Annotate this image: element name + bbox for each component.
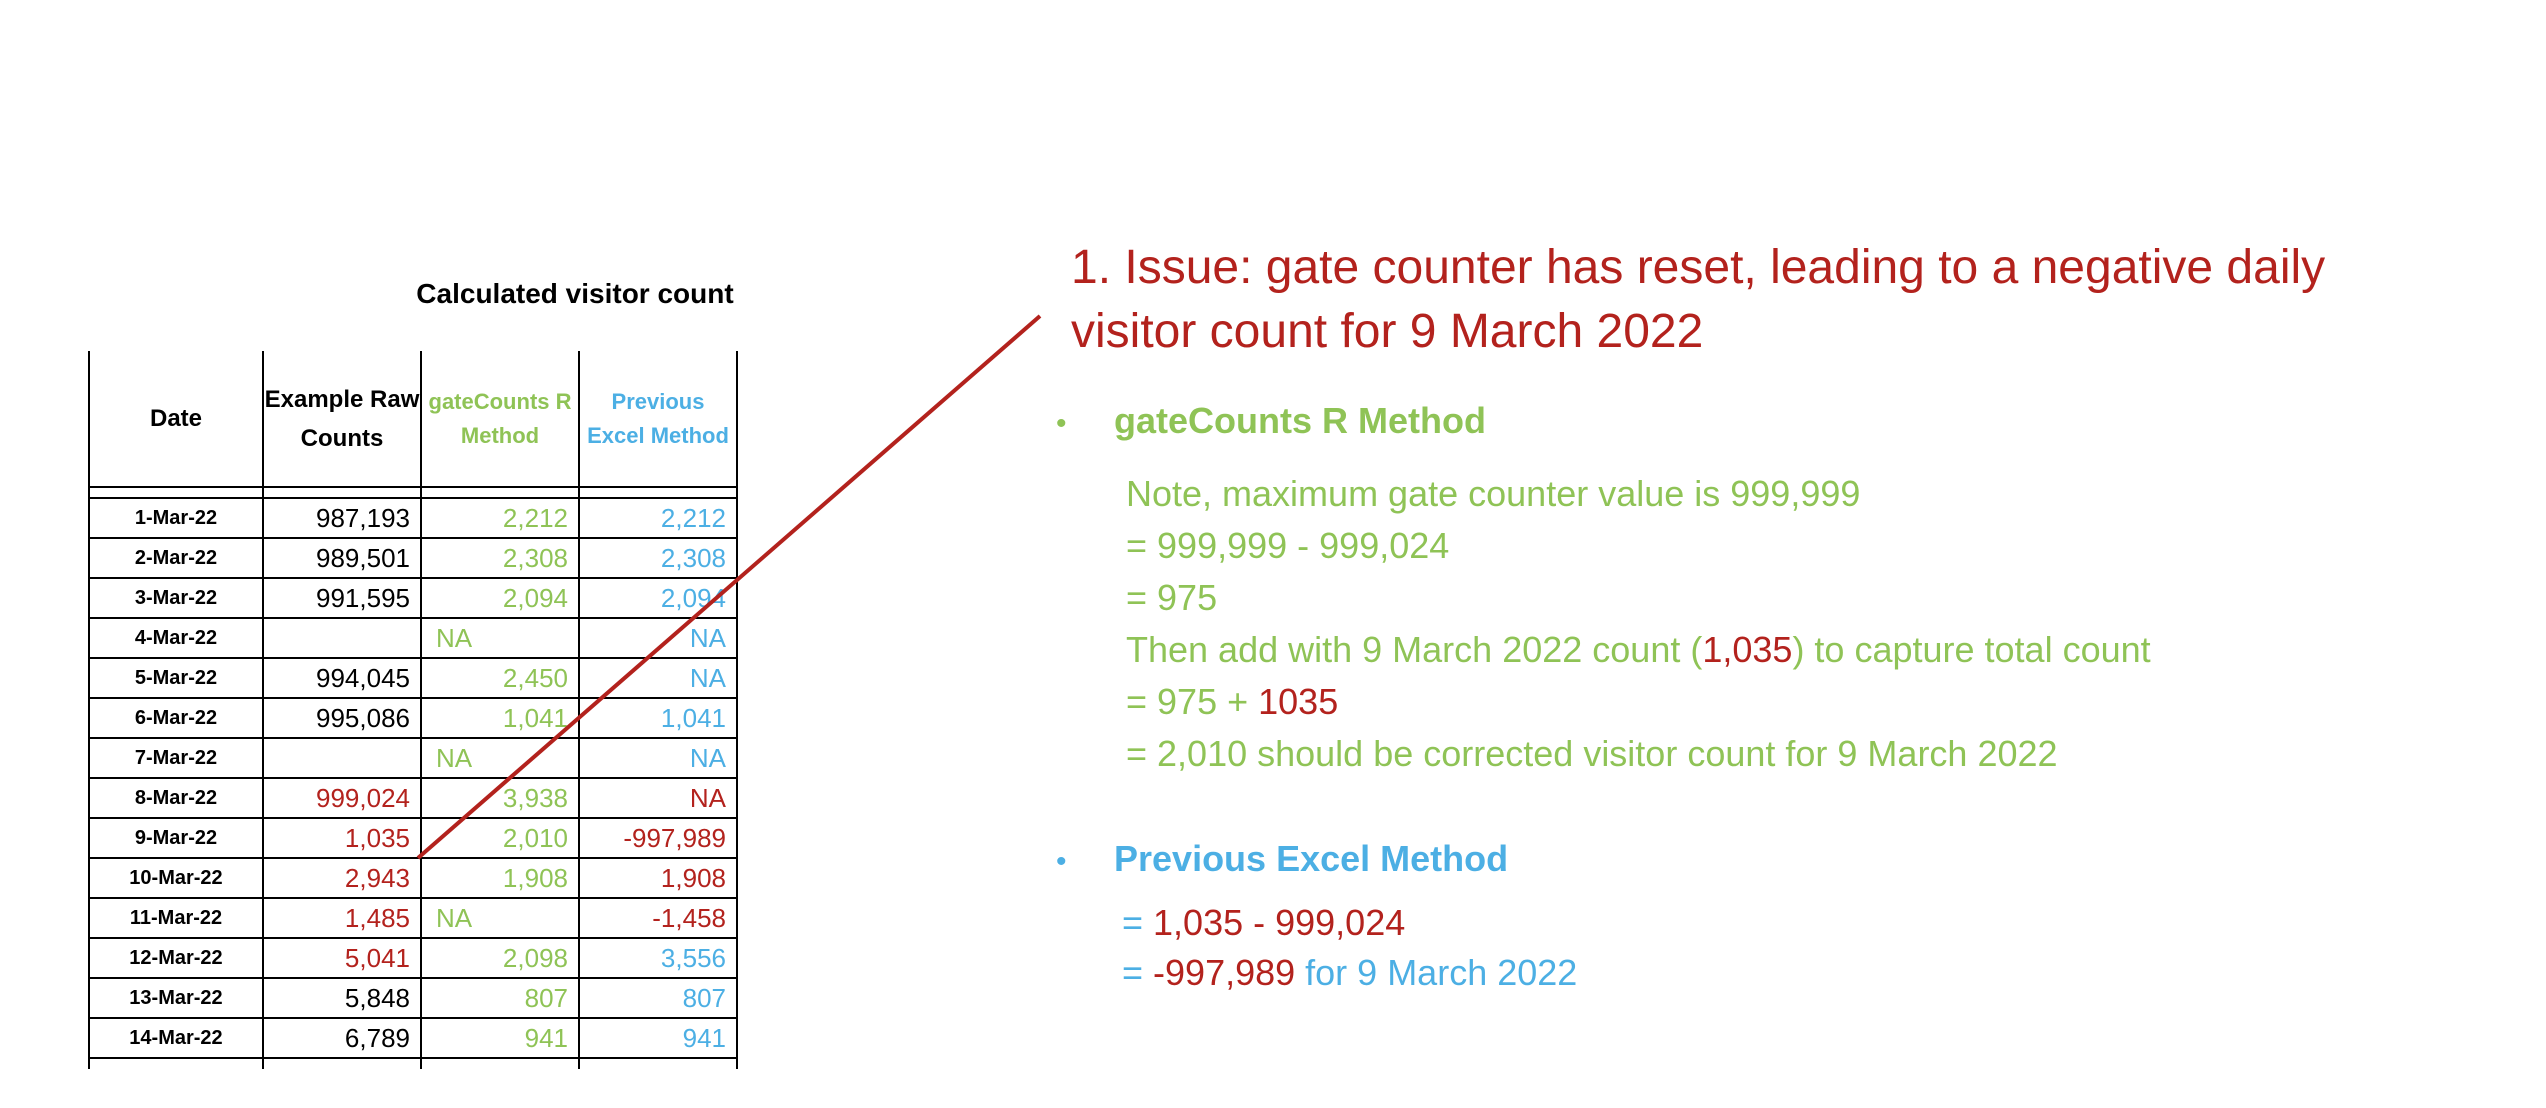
date-cell: 2-Mar-22 xyxy=(88,538,264,579)
date-cell: 14-Mar-22 xyxy=(88,1018,264,1059)
table-row: 10-Mar-22 2,943 1,908 1,908 xyxy=(88,858,738,899)
table-row: 6-Mar-22 995,086 1,041 1,041 xyxy=(88,698,738,739)
excel-method-bullet: • Previous Excel Method xyxy=(1056,838,1508,880)
table-row-cutoff xyxy=(88,1058,738,1069)
r-method-cell: 1,908 xyxy=(420,858,580,899)
table-row: 11-Mar-22 1,485 NA -1,458 xyxy=(88,898,738,939)
r-method-cell: 807 xyxy=(420,978,580,1019)
raw-count-cell: 995,086 xyxy=(262,698,422,739)
bullet-dot-icon: • xyxy=(1056,845,1067,878)
date-cell: 4-Mar-22 xyxy=(88,618,264,659)
excel-method-eq2: = -997,989 for 9 March 2022 xyxy=(1122,952,1578,993)
excel-method-cell: -1,458 xyxy=(578,898,738,939)
raw-count-cell: 1,035 xyxy=(262,818,422,859)
r-method-column-header: gateCounts R Method xyxy=(420,351,580,487)
r-method-cell: 1,041 xyxy=(420,698,580,739)
excel-method-cell: NA xyxy=(578,658,738,699)
date-cell: 9-Mar-22 xyxy=(88,818,264,859)
excel-method-cell: 3,556 xyxy=(578,938,738,979)
excel-method-cell: 1,041 xyxy=(578,698,738,739)
excel-method-cell: 2,094 xyxy=(578,578,738,619)
table-row: 1-Mar-22 987,193 2,212 2,212 xyxy=(88,498,738,539)
raw-count-cell xyxy=(262,618,422,659)
excel-method-cell: NA xyxy=(578,618,738,659)
table-row: 12-Mar-22 5,041 2,098 3,556 xyxy=(88,938,738,979)
date-cell: 8-Mar-22 xyxy=(88,778,264,819)
r-method-result: = 2,010 should be corrected visitor coun… xyxy=(1126,733,2058,774)
r-method-then-value: 1,035 xyxy=(1702,629,1793,670)
raw-count-cell: 989,501 xyxy=(262,538,422,579)
raw-count-cell xyxy=(262,738,422,779)
excel-method-heading: Previous Excel Method xyxy=(1114,838,1509,879)
date-cell: 12-Mar-22 xyxy=(88,938,264,979)
excel-method-cell: -997,989 xyxy=(578,818,738,859)
date-cell: 1-Mar-22 xyxy=(88,498,264,539)
table-row: 13-Mar-22 5,848 807 807 xyxy=(88,978,738,1019)
date-cell: 3-Mar-22 xyxy=(88,578,264,619)
excel-method-cell: 2,212 xyxy=(578,498,738,539)
raw-count-cell: 999,024 xyxy=(262,778,422,819)
raw-count-cell: 6,789 xyxy=(262,1018,422,1059)
issue-title: 1. Issue: gate counter has reset, leadin… xyxy=(1071,241,2326,358)
table-row: 3-Mar-22 991,595 2,094 2,094 xyxy=(88,578,738,619)
r-method-cell: 2,010 xyxy=(420,818,580,859)
raw-count-cell: 5,848 xyxy=(262,978,422,1019)
excel-method-cell: NA xyxy=(578,738,738,779)
date-cell: 11-Mar-22 xyxy=(88,898,264,939)
table-row: 14-Mar-22 6,789 941 941 xyxy=(88,1018,738,1059)
r-method-cell: 2,098 xyxy=(420,938,580,979)
excel-method-calculation: = 1,035 - 999,024 = -997,989 for 9 March… xyxy=(1122,898,1577,998)
table-row: 4-Mar-22 NA NA xyxy=(88,618,738,659)
calculated-visitor-count-header: Calculated visitor count xyxy=(416,278,734,309)
excel-method-column-header: Previous Excel Method xyxy=(578,351,738,487)
raw-count-cell: 991,595 xyxy=(262,578,422,619)
r-method-cell: NA xyxy=(420,898,580,939)
r-method-heading: gateCounts R Method xyxy=(1114,400,1486,441)
raw-count-cell: 2,943 xyxy=(262,858,422,899)
date-column-header: Date xyxy=(88,351,264,487)
excel-method-cell: 2,308 xyxy=(578,538,738,579)
table-row: 2-Mar-22 989,501 2,308 2,308 xyxy=(88,538,738,579)
r-method-cell: NA xyxy=(420,618,580,659)
r-method-note: Note, maximum gate counter value is 999,… xyxy=(1126,473,1861,514)
r-method-sum-value: 1035 xyxy=(1258,681,1339,722)
r-method-cell: 2,450 xyxy=(420,658,580,699)
table-row: 5-Mar-22 994,045 2,450 NA xyxy=(88,658,738,699)
r-method-cell: 2,094 xyxy=(420,578,580,619)
r-method-cell: 941 xyxy=(420,1018,580,1059)
bullet-dot-icon: • xyxy=(1056,407,1067,440)
excel-method-cell: 941 xyxy=(578,1018,738,1059)
excel-method-cell: 807 xyxy=(578,978,738,1019)
r-method-line1: = 999,999 - 999,024 xyxy=(1126,525,1450,566)
date-cell: 10-Mar-22 xyxy=(88,858,264,899)
r-method-then-line: Then add with 9 March 2022 count (1,035)… xyxy=(1126,629,2151,670)
raw-counts-column-header: Example Raw Counts xyxy=(262,351,422,487)
excel-method-cell: NA xyxy=(578,778,738,819)
raw-count-cell: 5,041 xyxy=(262,938,422,979)
excel-method-cell: 1,908 xyxy=(578,858,738,899)
r-method-cell: 2,212 xyxy=(420,498,580,539)
r-method-bullet: • gateCounts R Method xyxy=(1056,400,1486,442)
table-row: 7-Mar-22 NA NA xyxy=(88,738,738,779)
date-cell: 13-Mar-22 xyxy=(88,978,264,1019)
date-cell: 6-Mar-22 xyxy=(88,698,264,739)
raw-count-cell: 994,045 xyxy=(262,658,422,699)
visitor-count-table: Date Example Raw Counts gateCounts R Met… xyxy=(88,351,738,1069)
r-method-line2: = 975 xyxy=(1126,577,1218,618)
table-row: 9-Mar-22 1,035 2,010 -997,989 xyxy=(88,818,738,859)
raw-count-cell: 987,193 xyxy=(262,498,422,539)
r-method-cell: NA xyxy=(420,738,580,779)
excel-method-eq1: = 1,035 - 999,024 xyxy=(1122,902,1406,943)
date-cell: 5-Mar-22 xyxy=(88,658,264,699)
r-method-calculation: Note, maximum gate counter value is 999,… xyxy=(1126,468,2151,780)
date-cell: 7-Mar-22 xyxy=(88,738,264,779)
r-method-sum-line: = 975 + 1035 xyxy=(1126,681,1339,722)
r-method-cell: 2,308 xyxy=(420,538,580,579)
table-row: 8-Mar-22 999,024 3,938 NA xyxy=(88,778,738,819)
raw-count-cell: 1,485 xyxy=(262,898,422,939)
